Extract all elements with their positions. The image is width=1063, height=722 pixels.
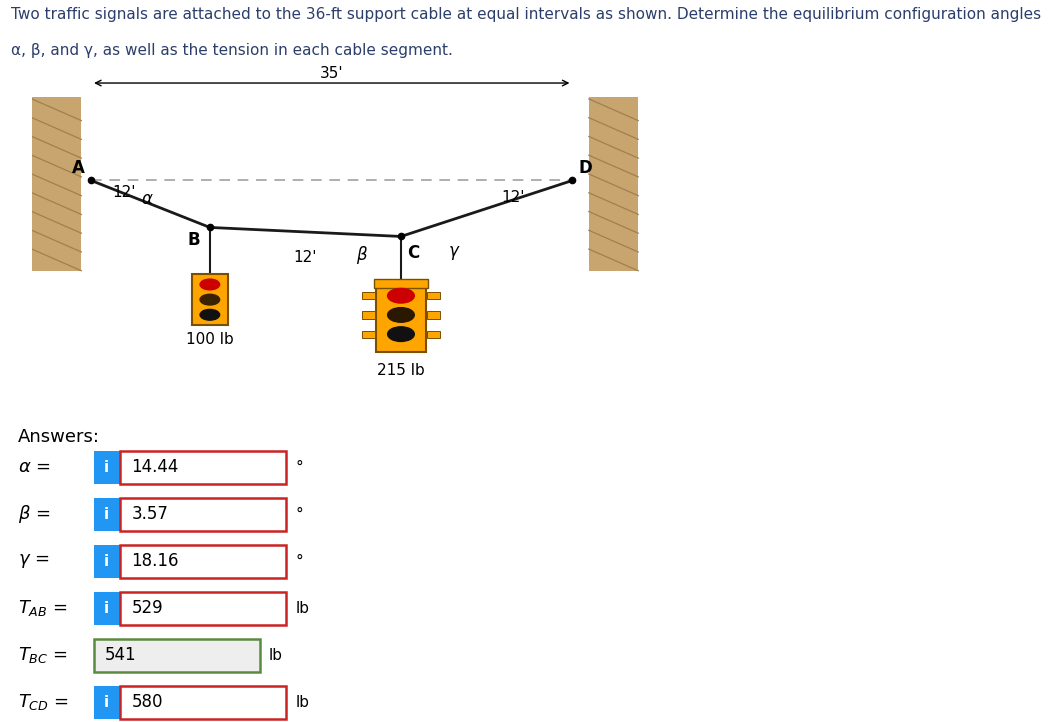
Text: 12': 12' [502,190,525,205]
FancyBboxPatch shape [120,451,287,484]
Text: °: ° [296,460,303,475]
Text: 529: 529 [132,599,164,617]
Circle shape [200,310,220,320]
Text: lb: lb [296,695,309,710]
Bar [361,311,375,318]
Text: $T_{BC}$ =: $T_{BC}$ = [17,645,67,665]
Text: 18.16: 18.16 [132,552,179,570]
Text: B: B [187,231,200,249]
FancyBboxPatch shape [94,591,120,625]
Text: 12': 12' [293,250,317,265]
Text: $T_{CD}$ =: $T_{CD}$ = [17,692,68,713]
Text: 541: 541 [105,646,137,664]
Circle shape [388,308,415,322]
Text: 12': 12' [113,186,136,200]
Text: Two traffic signals are attached to the 36-ft support cable at equal intervals a: Two traffic signals are attached to the … [11,7,1041,22]
Text: i: i [104,460,109,475]
Text: α, β, and γ, as well as the tension in each cable segment.: α, β, and γ, as well as the tension in e… [11,43,453,58]
Bar [589,97,638,271]
Bar [427,331,440,338]
Bar [376,283,425,352]
Text: 35': 35' [320,66,343,81]
Bar [427,311,440,318]
Text: C: C [407,243,420,261]
FancyBboxPatch shape [94,639,260,672]
Bar [427,292,440,300]
Text: °: ° [296,554,303,569]
Text: A: A [71,159,85,177]
Text: i: i [104,695,109,710]
FancyBboxPatch shape [120,591,287,625]
Text: °: ° [296,507,303,522]
Text: γ: γ [449,242,458,260]
Circle shape [388,288,415,303]
FancyBboxPatch shape [120,544,287,578]
Bar [374,279,427,287]
Text: 3.57: 3.57 [132,505,168,523]
Text: lb: lb [269,648,283,663]
Bar [361,292,375,300]
Text: i: i [104,507,109,522]
Text: i: i [104,601,109,616]
FancyBboxPatch shape [120,686,287,719]
FancyBboxPatch shape [94,544,120,578]
Circle shape [388,327,415,342]
FancyBboxPatch shape [94,686,120,719]
Text: Answers:: Answers: [17,428,100,446]
FancyBboxPatch shape [94,497,120,531]
Text: $\gamma$ =: $\gamma$ = [17,552,49,570]
Text: 14.44: 14.44 [132,458,179,477]
FancyBboxPatch shape [120,497,287,531]
FancyBboxPatch shape [94,451,120,484]
Text: D: D [579,159,593,177]
Bar [32,97,82,271]
Text: lb: lb [296,601,309,616]
Circle shape [200,295,220,305]
Text: $\beta$ =: $\beta$ = [17,503,50,526]
Text: 580: 580 [132,693,163,711]
Text: i: i [104,554,109,569]
Bar [361,331,375,338]
Text: β: β [356,245,367,264]
Circle shape [200,279,220,290]
Text: $T_{AB}$ =: $T_{AB}$ = [17,599,67,618]
Text: α: α [141,190,153,207]
Text: 215 lb: 215 lb [377,362,425,378]
Text: 100 lb: 100 lb [186,332,234,347]
Text: $\alpha$ =: $\alpha$ = [17,458,50,477]
Bar [191,274,227,325]
